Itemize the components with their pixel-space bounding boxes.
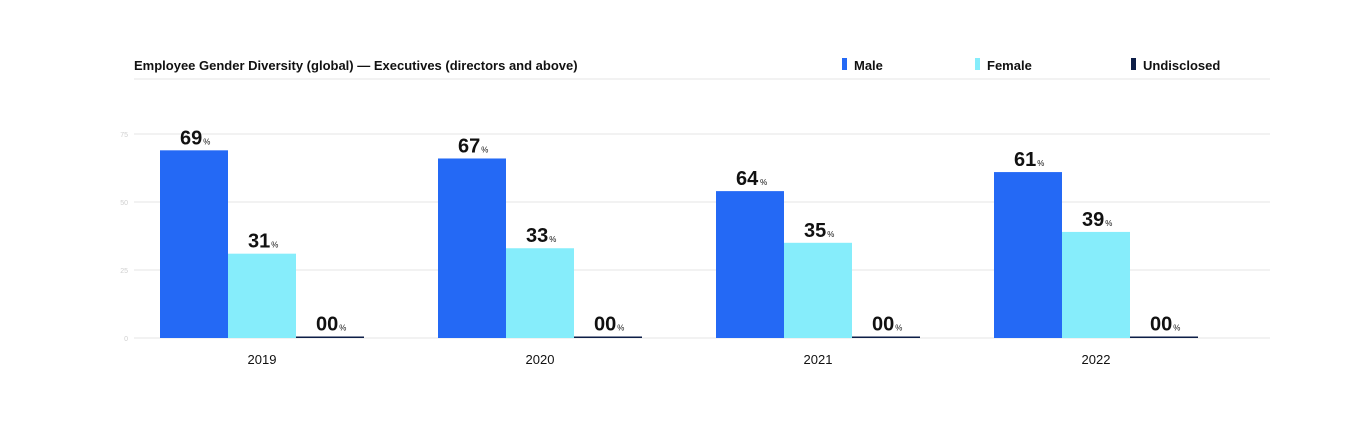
data-label-unit: %	[339, 324, 346, 333]
bars	[160, 150, 1198, 338]
legend: Male Female Undisclosed	[842, 58, 1220, 73]
x-tick-labels: 2019 2020 2021 2022	[248, 352, 1111, 367]
x-tick-label-2020: 2020	[526, 352, 555, 367]
data-label-female-2020: 33	[526, 225, 548, 247]
data-label-unit: %	[1037, 159, 1044, 168]
bar-female-2019	[228, 253, 296, 338]
data-label-undisclosed-2021: 00	[872, 314, 894, 336]
data-label-male-2020: 67	[458, 135, 480, 157]
data-label-unit: %	[1105, 219, 1112, 228]
x-tick-label-2022: 2022	[1082, 352, 1111, 367]
y-tick-label: 75	[120, 132, 128, 139]
legend-swatch-female	[975, 58, 980, 70]
bar-male-2021	[716, 191, 784, 338]
data-label-male-2019: 69	[180, 127, 202, 149]
bar-female-2020	[506, 248, 574, 338]
legend-label-female: Female	[987, 58, 1032, 73]
data-label-undisclosed-2020: 00	[594, 314, 616, 336]
data-label-unit: %	[271, 241, 278, 250]
x-tick-label-2019: 2019	[248, 352, 277, 367]
data-label-unit: %	[549, 235, 556, 244]
chart-title: Employee Gender Diversity (global) — Exe…	[134, 58, 578, 73]
data-label-female-2022: 39	[1082, 209, 1104, 231]
data-label-unit: %	[481, 145, 488, 154]
x-tick-label-2021: 2021	[804, 352, 833, 367]
data-label-unit: %	[760, 178, 767, 187]
legend-label-undisclosed: Undisclosed	[1143, 58, 1220, 73]
bar-male-2022	[994, 172, 1062, 338]
data-label-undisclosed-2019: 00	[316, 314, 338, 336]
bar-undisclosed-2021	[852, 336, 920, 338]
bar-male-2020	[438, 158, 506, 338]
data-label-undisclosed-2022: 00	[1150, 314, 1172, 336]
legend-label-male: Male	[854, 58, 883, 73]
data-label-male-2022: 61	[1014, 149, 1036, 171]
data-label-unit: %	[1173, 324, 1180, 333]
bar-undisclosed-2022	[1130, 336, 1198, 338]
data-label-unit: %	[895, 324, 902, 333]
data-label-unit: %	[827, 230, 834, 239]
data-labels: 69 %31 %00 %67 %33 %00 %64 %35 %00 %61 %39 %00%	[180, 127, 1180, 335]
data-label-female-2019: 31	[248, 231, 270, 253]
data-label-unit: %	[617, 324, 624, 333]
data-label-unit: %	[203, 137, 210, 146]
bar-undisclosed-2020	[574, 336, 642, 338]
legend-swatch-male	[842, 58, 847, 70]
bar-male-2019	[160, 150, 228, 338]
bar-female-2021	[784, 242, 852, 338]
bar-female-2022	[1062, 231, 1130, 338]
data-label-male-2021: 64	[736, 168, 759, 190]
y-tick-label: 0	[124, 336, 128, 343]
y-tick-label: 25	[120, 268, 128, 275]
y-tick-label: 50	[120, 200, 128, 207]
bar-undisclosed-2019	[296, 336, 364, 338]
data-label-female-2021: 35	[804, 220, 826, 242]
legend-swatch-undisclosed	[1131, 58, 1136, 70]
